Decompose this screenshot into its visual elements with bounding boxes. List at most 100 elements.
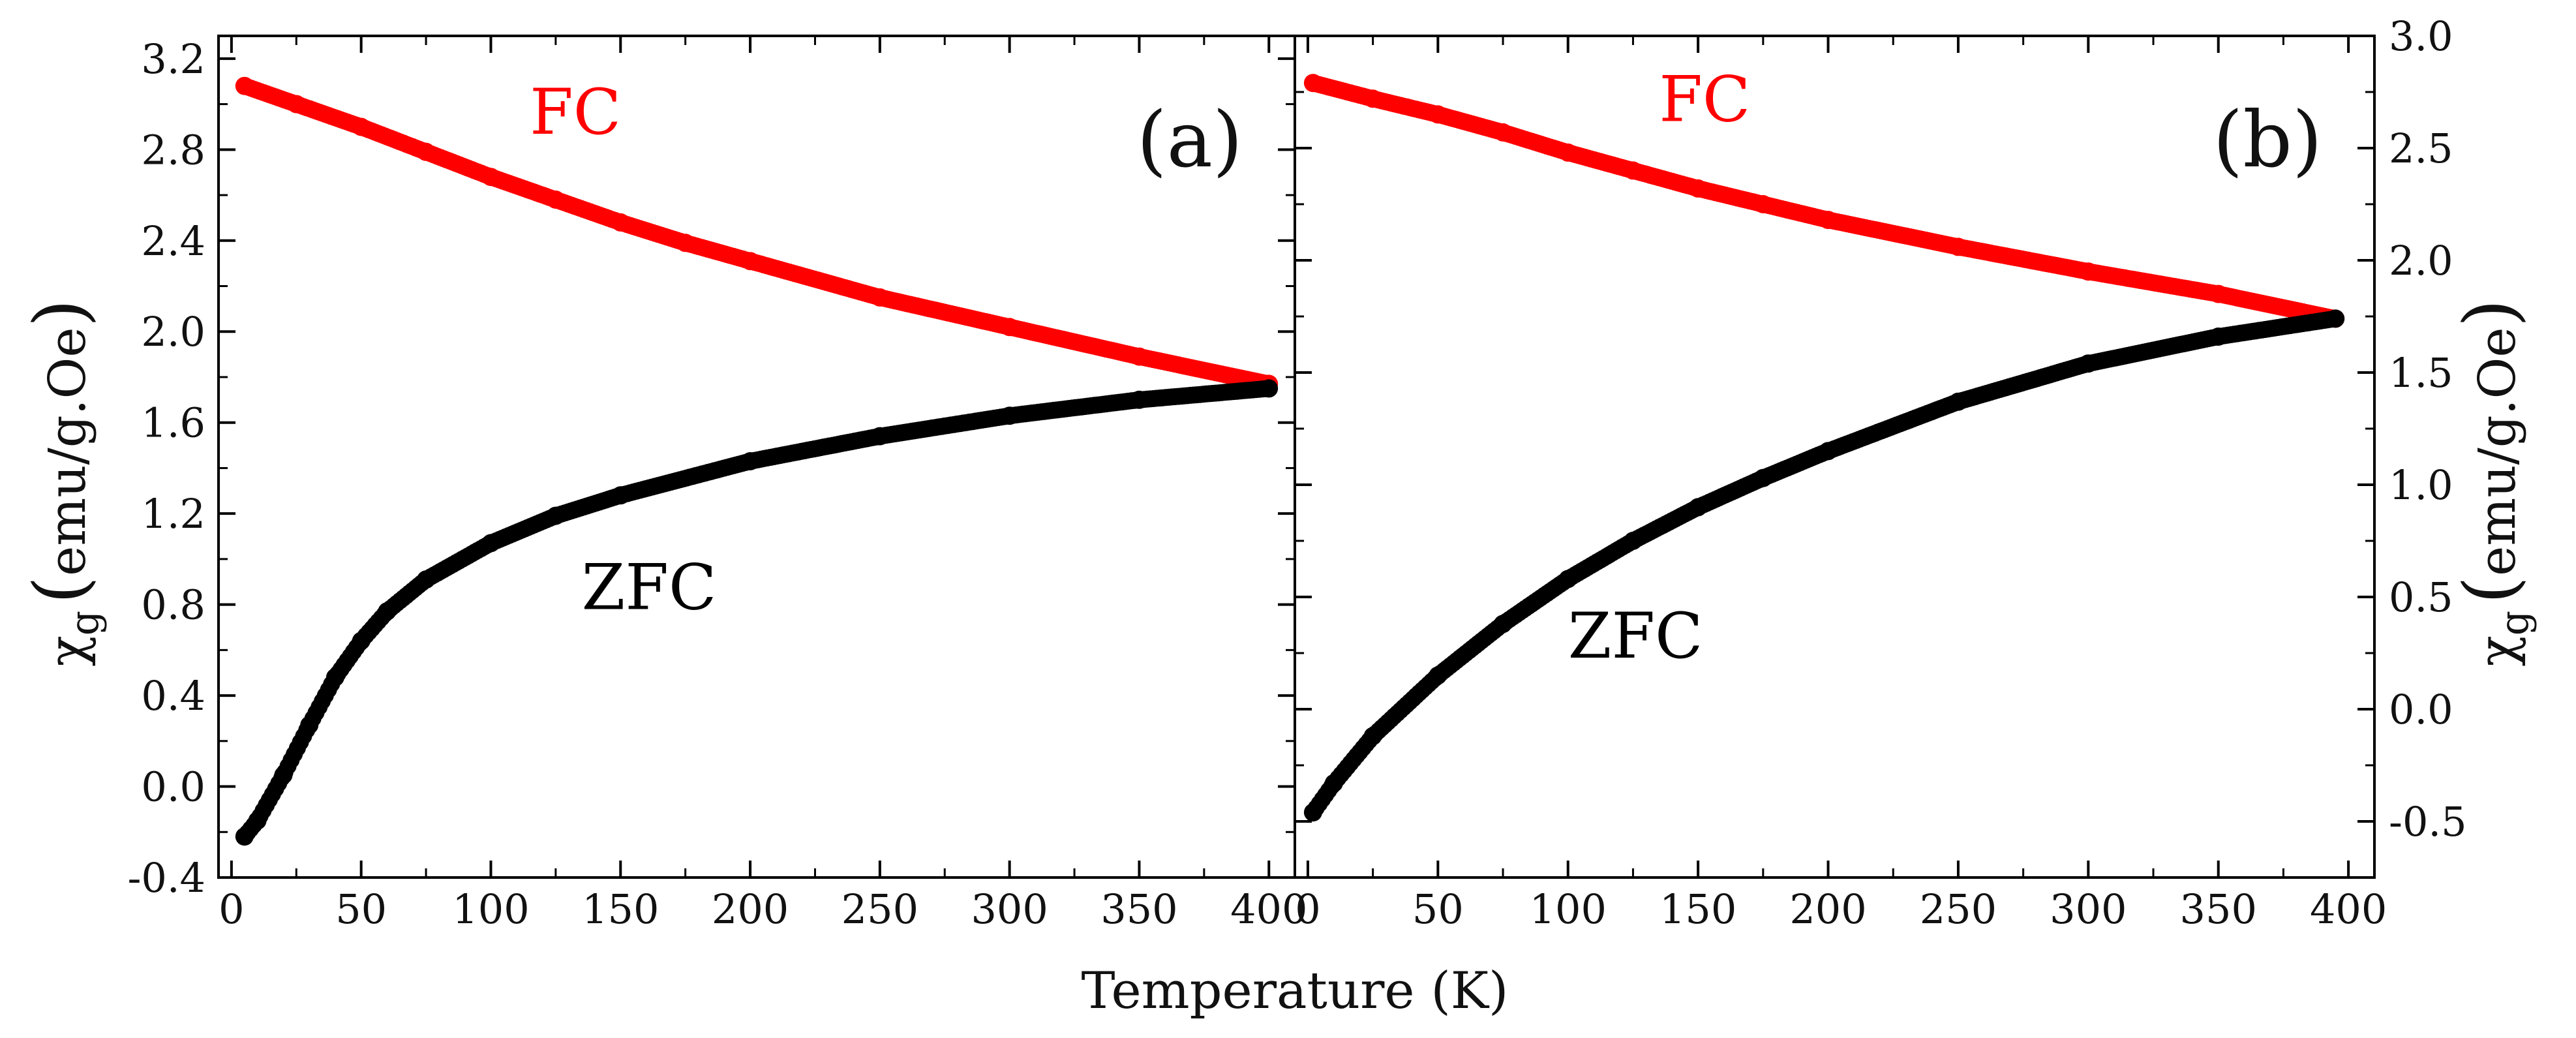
series-zfc: [1303, 309, 2345, 822]
data-point: [1819, 442, 1838, 461]
fc-curve-label: FC: [1659, 63, 1750, 136]
zfc-curve-label: ZFC: [582, 551, 717, 624]
x-tick-label: 50: [335, 885, 387, 933]
data-point: [1948, 392, 1967, 411]
data-point: [1819, 211, 1838, 230]
data-point: [611, 486, 630, 505]
y-axis-title: χg (emu/g.Oe): [18, 299, 108, 667]
panel-b: 0 50 100 150 200 250 300 350 400-0.5 0.0 0.5 1.0 1.5…: [1294, 12, 2538, 933]
x-tick-label: 0: [1295, 885, 1320, 933]
x-tick-label: 400: [2310, 885, 2387, 933]
data-point: [352, 632, 371, 650]
data-point: [378, 602, 397, 621]
data-point: [300, 716, 319, 735]
x-tick-label: 400: [1230, 885, 1307, 933]
x-tick-label: 250: [1920, 885, 1997, 933]
y-axis-title-text: χg (emu/g.Oe): [2448, 299, 2538, 667]
paren-open: (: [18, 576, 102, 604]
data-point: [417, 142, 436, 161]
chi-subscript: g: [62, 611, 108, 635]
data-point: [676, 234, 695, 252]
y-axis-units: emu/g.Oe: [2468, 327, 2527, 575]
data-point: [1363, 89, 1382, 108]
y-axis-title: χg (emu/g.Oe): [2448, 299, 2538, 667]
x-axis-title: Temperature (K): [1082, 962, 1509, 1020]
y-tick-label: 2.0: [2389, 237, 2453, 284]
data-point: [1624, 532, 1643, 550]
x-tick-label: 150: [582, 885, 659, 933]
data-point: [481, 534, 500, 553]
data-point: [1000, 406, 1019, 425]
plot-frame: [1294, 35, 2376, 879]
paren-open: (: [2448, 576, 2532, 604]
data-point: [870, 288, 889, 307]
y-tick-label: 3.0: [2389, 12, 2453, 60]
data-point: [2079, 354, 2098, 373]
y-tick-label: 3.2: [141, 35, 205, 83]
chi-symbol: χ: [2468, 635, 2527, 666]
y-tick-label: 0.4: [141, 672, 205, 720]
x-tick-label: 200: [712, 885, 789, 933]
data-point: [287, 95, 306, 114]
data-point: [870, 427, 889, 446]
data-point: [274, 766, 293, 785]
x-tick-label: 250: [841, 885, 918, 933]
data-point: [1948, 237, 1967, 256]
data-point: [1558, 570, 1577, 588]
zfc-curve-label: ZFC: [1568, 600, 1703, 673]
data-point: [1494, 123, 1512, 142]
data-point: [1689, 179, 1708, 198]
x-tick-label: 100: [452, 885, 529, 933]
data-point: [1130, 347, 1149, 366]
data-point: [1689, 498, 1708, 517]
data-point: [417, 570, 436, 589]
y-tick-label: -0.5: [2389, 798, 2467, 846]
data-point: [1303, 803, 1322, 822]
y-tick-label: 2.4: [141, 217, 205, 265]
y-axis-units: emu/g.Oe: [38, 327, 97, 575]
x-tick-label: 150: [1659, 885, 1736, 933]
y-tick-label: -0.4: [127, 854, 205, 902]
data-point: [2326, 309, 2345, 328]
y-tick-label: 1.2: [141, 490, 205, 538]
fc-curve-label: FC: [530, 76, 621, 149]
x-tick-label: 200: [1789, 885, 1866, 933]
x-tick-label: 100: [1530, 885, 1607, 933]
data-point: [2209, 328, 2228, 346]
data-point: [546, 506, 565, 525]
y-tick-label: 2.0: [141, 308, 205, 356]
x-tick-label: 50: [1412, 885, 1464, 933]
data-point: [481, 168, 500, 187]
data-point: [1753, 468, 1772, 487]
paren-close: ): [18, 299, 102, 328]
data-point: [1429, 666, 1447, 685]
data-point: [1324, 774, 1343, 793]
x-tick-label: 0: [219, 885, 244, 933]
y-tick-label: 2.5: [2389, 125, 2453, 172]
data-point: [741, 252, 760, 271]
panel-a: 0 50 100 150 200 250 300 350 400 -0.4 0.0 0.4 0.8 1.2…: [18, 35, 1307, 933]
data-point: [352, 117, 371, 136]
x-tick-label: 350: [1100, 885, 1177, 933]
data-point: [1429, 105, 1447, 124]
x-tick-label: 300: [2050, 885, 2127, 933]
x-tick-label: 300: [971, 885, 1048, 933]
data-point: [235, 76, 254, 95]
data-point: [326, 668, 344, 687]
y-tick-label: 0.5: [2389, 573, 2453, 621]
y-tick-label: 0.8: [141, 581, 205, 629]
chi-subscript: g: [2492, 611, 2538, 635]
data-point: [1303, 74, 1322, 93]
y-axis-title-text: χg (emu/g.Oe): [18, 299, 108, 667]
x-tick-label: 350: [2180, 885, 2257, 933]
y-tick-label: 0.0: [2389, 686, 2453, 733]
data-point: [2209, 284, 2228, 303]
data-point: [1363, 727, 1382, 746]
series-zfc: [235, 379, 1279, 846]
data-point: [611, 213, 630, 232]
data-point: [235, 827, 254, 846]
data-point: [546, 191, 565, 209]
series-fc: [1303, 74, 2345, 328]
chi-symbol: χ: [38, 635, 97, 666]
